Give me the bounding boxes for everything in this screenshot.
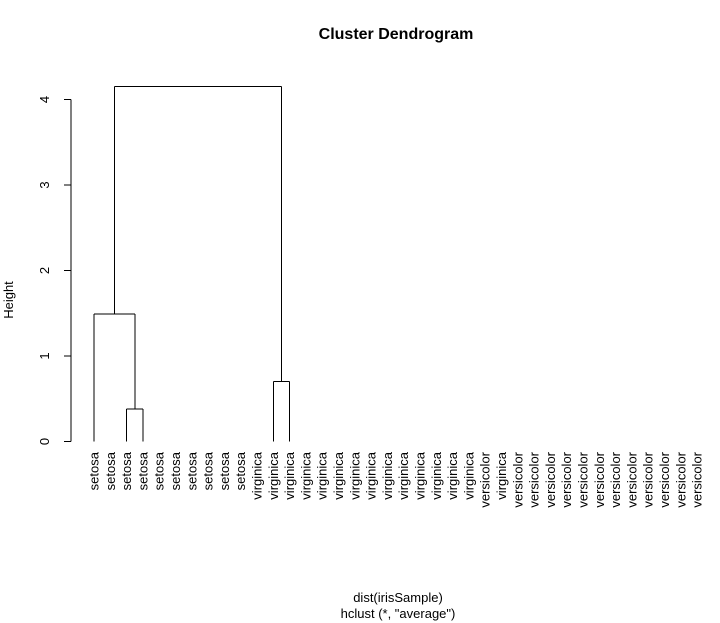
leaf-label: versicolor <box>657 451 672 507</box>
x-axis-sublabel: hclust (*, "average") <box>341 606 456 621</box>
leaf-label: virginica <box>364 451 379 499</box>
leaf-label: virginica <box>266 451 281 499</box>
leaf-label: virginica <box>347 451 362 499</box>
y-tick-label: 3 <box>37 181 52 188</box>
leaf-label: virginica <box>380 451 395 499</box>
leaf-label: setosa <box>135 451 150 490</box>
chart-title: Cluster Dendrogram <box>319 26 474 43</box>
leaf-label: setosa <box>217 451 232 490</box>
leaf-label: setosa <box>103 451 118 490</box>
y-axis-label: Height <box>1 281 16 319</box>
leaf-label: setosa <box>87 451 102 490</box>
leaf-label: virginica <box>282 451 297 499</box>
leaf-label: virginica <box>250 451 265 499</box>
leaf-labels: setosa setosa setosa setosa setosa setosa seto… <box>87 451 705 507</box>
y-tick-label: 1 <box>37 352 52 359</box>
leaf-label: virginica <box>298 451 313 499</box>
leaf-label: setosa <box>152 451 167 490</box>
leaf-label: setosa <box>168 451 183 490</box>
leaf-label: setosa <box>184 451 199 490</box>
leaf-label: versicolor <box>559 451 574 507</box>
y-tick-label: 4 <box>37 96 52 103</box>
leaf-label: versicolor <box>527 451 542 507</box>
leaf-label: versicolor <box>576 451 591 507</box>
leaf-label: virginica <box>413 451 428 499</box>
leaf-label: setosa <box>233 451 248 490</box>
leaf-label: virginica <box>396 451 411 499</box>
leaf-label: versicolor <box>608 451 623 507</box>
y-tick-label: 2 <box>37 267 52 274</box>
leaf-label: setosa <box>119 451 134 490</box>
leaf-label: versicolor <box>510 451 525 507</box>
leaf-label: versicolor <box>673 451 688 507</box>
leaf-label: virginica <box>445 451 460 499</box>
leaf-label: versicolor <box>641 451 656 507</box>
y-axis: 0 1 2 3 4 <box>37 96 72 445</box>
leaf-label: versicolor <box>690 451 705 507</box>
leaf-label: versicolor <box>478 451 493 507</box>
leaf-label: versicolor <box>624 451 639 507</box>
leaf-label: setosa <box>201 451 216 490</box>
leaf-label: virginica <box>315 451 330 499</box>
y-tick-label: 0 <box>37 438 52 445</box>
dendrogram-branches <box>93 86 291 442</box>
leaf-label: virginica <box>461 451 476 499</box>
leaf-label: virginica <box>429 451 444 499</box>
leaf-label: virginica <box>331 451 346 499</box>
leaf-label: versicolor <box>543 451 558 507</box>
leaf-label: versicolor <box>592 451 607 507</box>
x-axis-label: dist(irisSample) <box>353 590 443 605</box>
leaf-label: virginica <box>494 451 509 499</box>
